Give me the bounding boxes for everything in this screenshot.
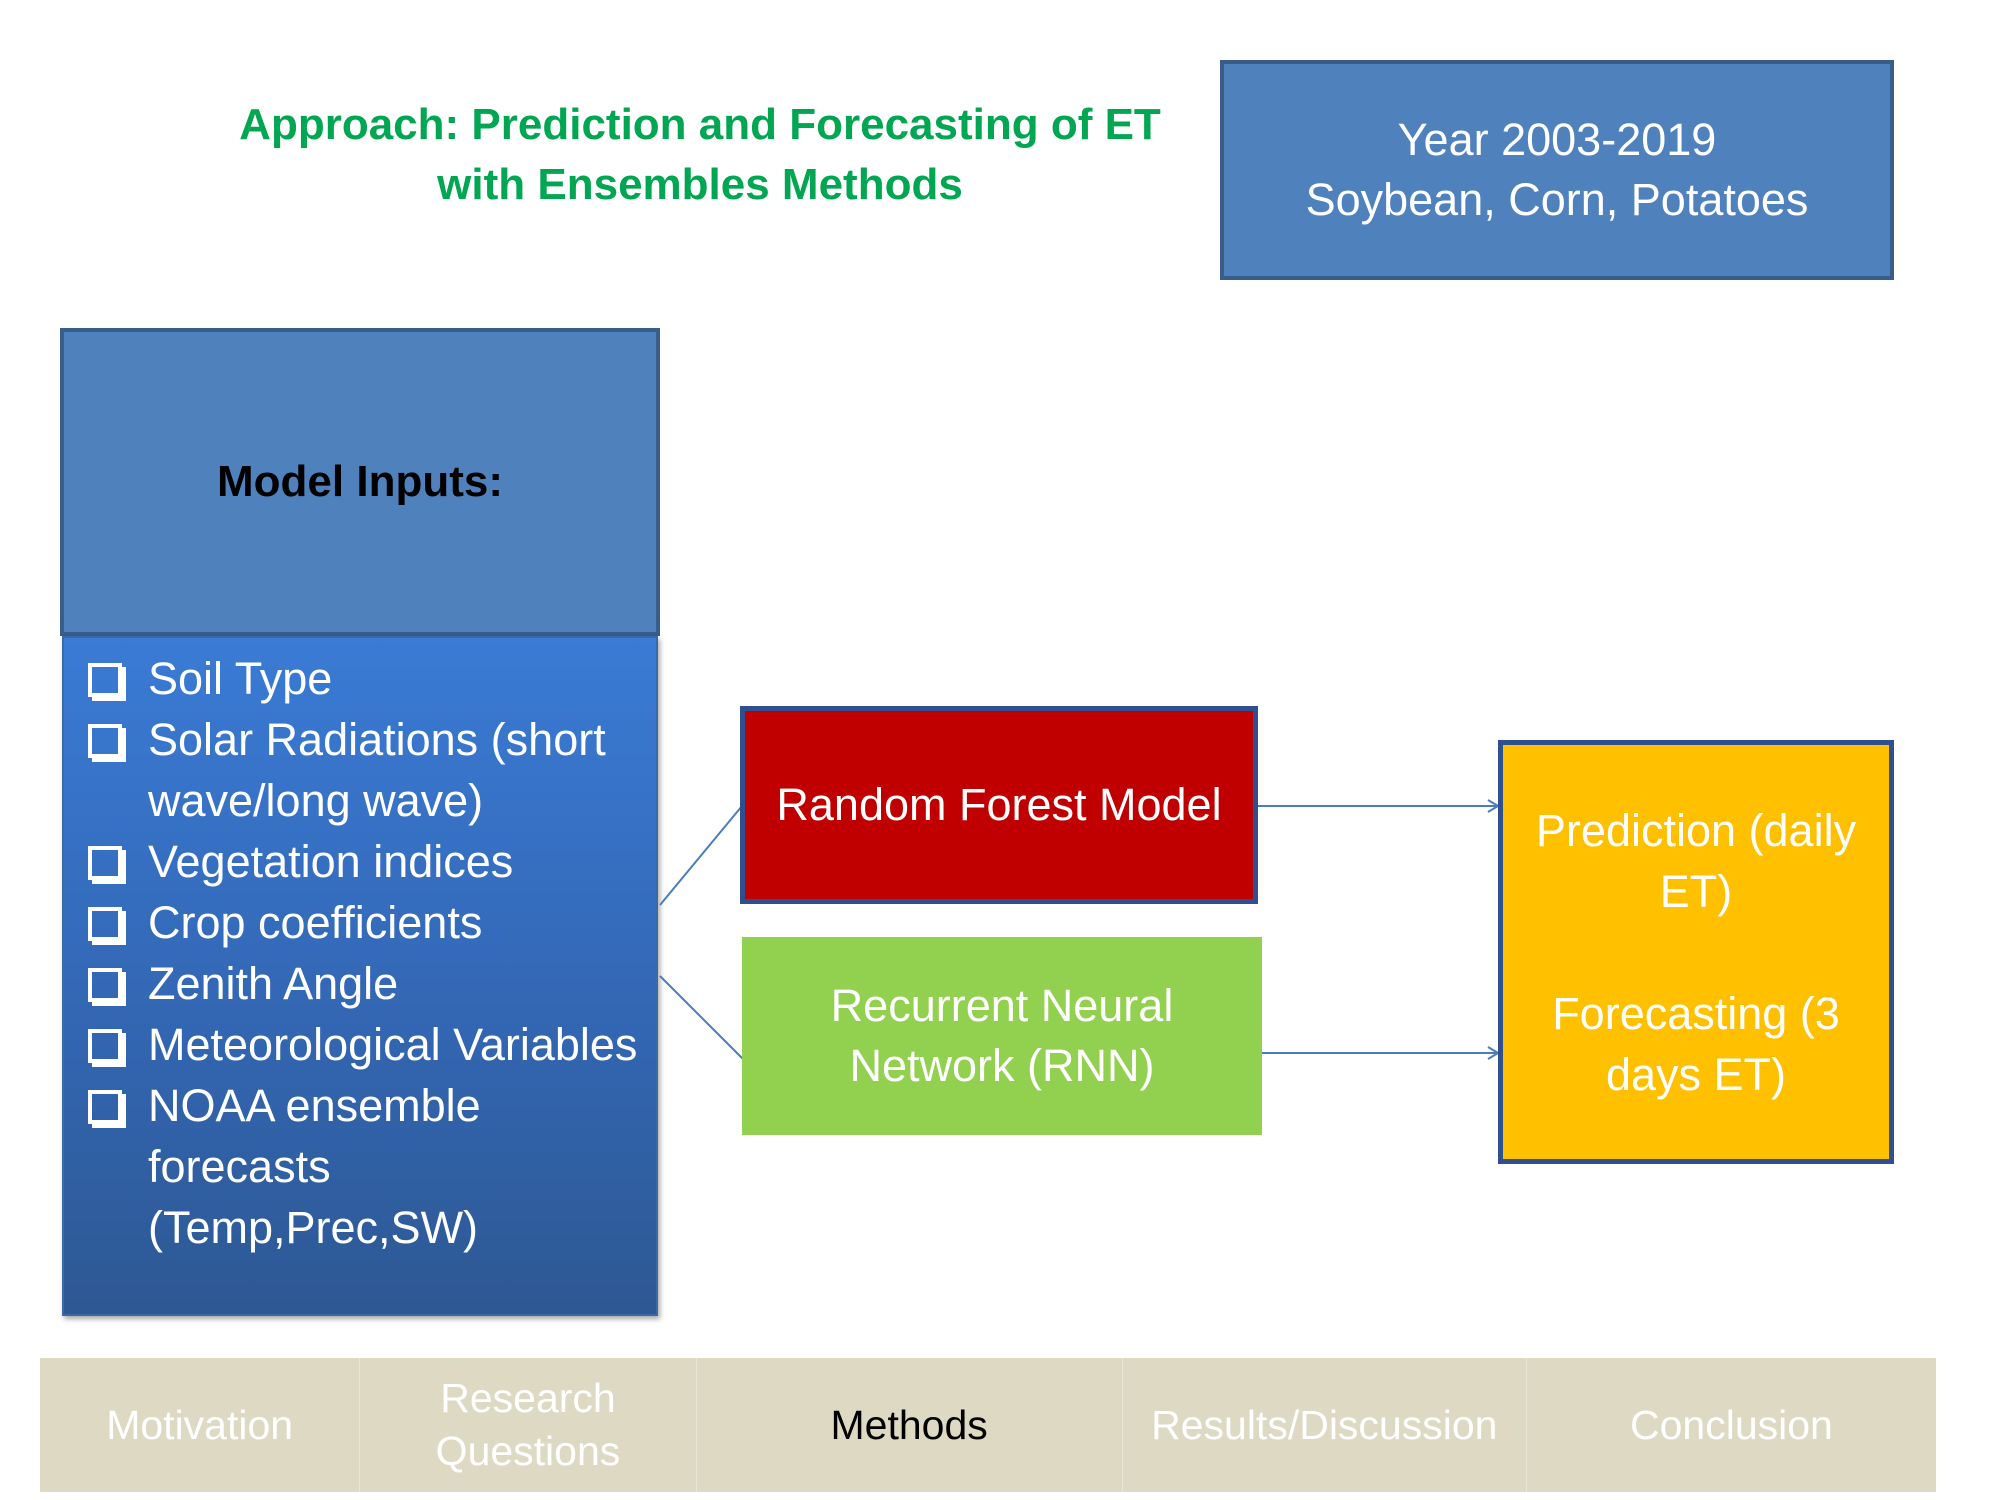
model-inputs-label: Model Inputs: [217,457,503,506]
checkbox-icon [88,663,122,697]
connector-inputs-to-random-forest [659,805,743,906]
input-item: Zenith Angle [88,953,638,1014]
output-box: Prediction (daily ET) Forecasting (3 day… [1498,740,1894,1164]
nav-item-results-discussion[interactable]: Results/Discussion [1123,1358,1527,1492]
input-item: Soil Type [88,648,638,709]
scope-years: Year 2003-2019 [1397,114,1717,165]
random-forest-label: Random Forest Model [776,779,1222,830]
input-item-label: NOAA ensemble forecasts (Temp,Prec,SW) [148,1080,481,1253]
input-item-label: Solar Radiations (short wave/long wave) [148,714,606,826]
slide-title-line-2: with Ensembles Methods [437,160,963,209]
nav-item-label: Methods [830,1401,988,1448]
prediction-line-2: ET) [1659,865,1733,917]
rnn-label-line-2: Network (RNN) [849,1040,1155,1091]
checkbox-icon [88,968,122,1002]
scope-box: Year 2003-2019 Soybean, Corn, Potatoes [1220,60,1894,280]
checkbox-icon [88,907,122,941]
nav-item-research-questions[interactable]: Research Questions [360,1358,697,1492]
slide-title: Approach: Prediction and Forecasting of … [230,95,1170,215]
input-item: Vegetation indices [88,831,638,892]
nav-item-motivation[interactable]: Motivation [40,1358,361,1492]
input-item: Crop coefficients [88,892,638,953]
input-item: Solar Radiations (short wave/long wave) [88,709,638,831]
checkbox-icon [88,1029,122,1063]
connector-inputs-to-rnn [659,975,745,1061]
checkbox-icon [88,846,122,880]
input-item-label: Meteorological Variables [148,1019,638,1070]
nav-item-label: Research [440,1375,616,1421]
input-item-label: Vegetation indices [148,836,514,887]
nav-item-label: Motivation [106,1401,294,1448]
nav-item-methods[interactable]: Methods [697,1358,1123,1492]
nav-item-label-line-2: Questions [435,1428,621,1474]
checkbox-icon [88,1090,122,1124]
input-item-label: Zenith Angle [148,958,399,1009]
rnn-label-line-1: Recurrent Neural [830,980,1174,1031]
nav-item-label: Results/Discussion [1151,1401,1498,1448]
checkbox-icon [88,724,122,758]
nav-item-label: Conclusion [1630,1401,1833,1448]
forecast-line-2: days ET) [1605,1048,1787,1100]
forecast-line-1: Forecasting (3 [1552,987,1840,1039]
model-inputs-header: Model Inputs: [60,328,660,636]
rnn-box: Recurrent Neural Network (RNN) [742,937,1262,1135]
input-item: Meteorological Variables [88,1014,638,1075]
slide-title-line-1: Approach: Prediction and Forecasting of … [239,100,1161,149]
random-forest-box: Random Forest Model [740,706,1258,904]
input-item: NOAA ensemble forecasts (Temp,Prec,SW) [88,1075,638,1258]
scope-crops: Soybean, Corn, Potatoes [1305,174,1809,225]
input-item-label: Soil Type [148,653,333,704]
nav-item-conclusion[interactable]: Conclusion [1527,1358,1936,1492]
section-nav: Motivation Research Questions Methods Re… [40,1358,1936,1492]
prediction-line-1: Prediction (daily [1535,804,1857,856]
model-inputs-list: Soil Type Solar Radiations (short wave/l… [62,636,658,1316]
input-item-label: Crop coefficients [148,897,483,948]
